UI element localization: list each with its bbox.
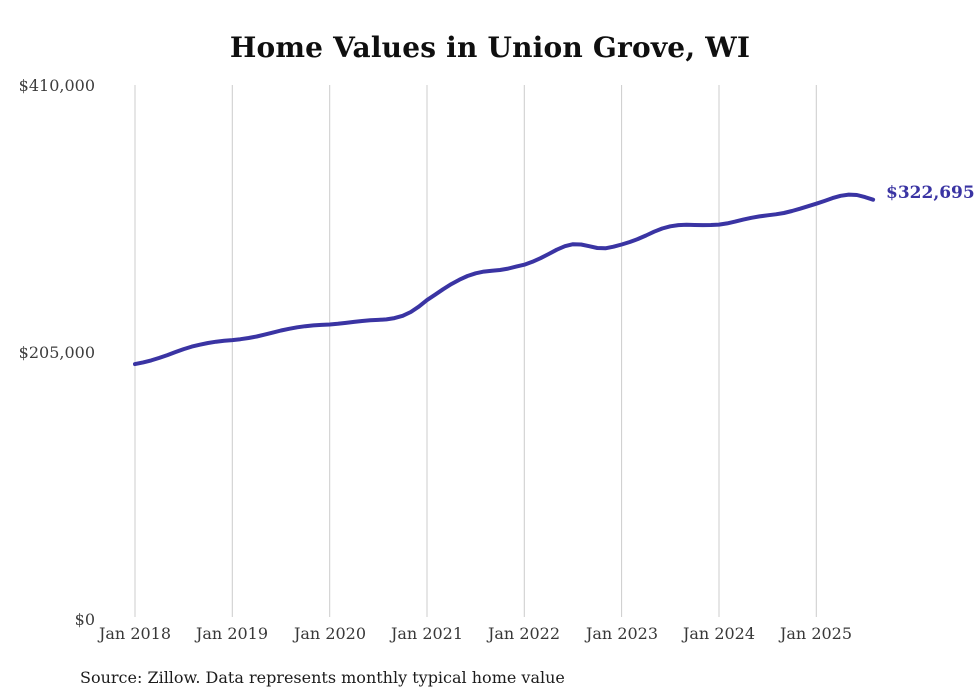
chart-title: Home Values in Union Grove, WI <box>229 31 751 64</box>
y-axis-tick-0: $0 <box>74 610 95 629</box>
x-axis-tick-jan-2023: Jan 2023 <box>585 624 659 643</box>
source-note: Source: Zillow. Data represents monthly … <box>80 668 565 687</box>
x-axis-tick-jan-2022: Jan 2022 <box>487 624 561 643</box>
y-axis-tick-410000: $410,000 <box>18 76 95 95</box>
x-axis-tick-jan-2018: Jan 2018 <box>98 624 172 643</box>
y-axis-tick-205000: $205,000 <box>18 343 95 362</box>
x-axis-tick-jan-2019: Jan 2019 <box>195 624 269 643</box>
x-axis-tick-jan-2021: Jan 2021 <box>390 624 464 643</box>
latest-value-label: $322,695 <box>886 183 975 203</box>
x-axis-tick-jan-2025: Jan 2025 <box>779 624 853 643</box>
home-value-line <box>133 192 876 367</box>
x-axis-tick-jan-2024: Jan 2024 <box>682 624 756 643</box>
x-axis-tick-jan-2020: Jan 2020 <box>293 624 367 643</box>
gridlines <box>134 85 817 617</box>
